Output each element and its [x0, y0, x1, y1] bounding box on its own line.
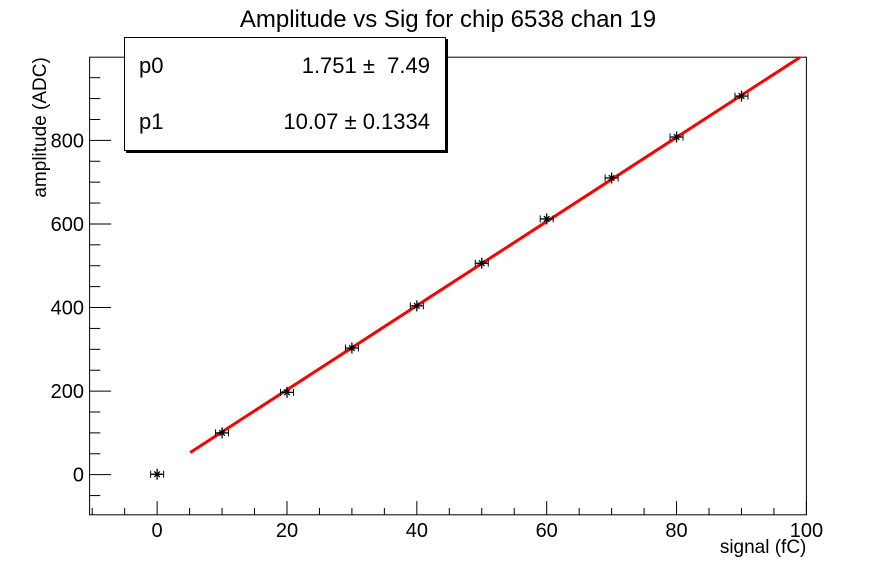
y-tick-label: 400 — [51, 298, 84, 320]
stats-param-name: p0 — [139, 53, 164, 78]
x-tick-label: 0 — [152, 520, 163, 542]
x-tick-label: 20 — [276, 520, 298, 542]
data-point-marker — [673, 133, 680, 141]
y-tick-label: 800 — [51, 130, 84, 152]
stats-row-p1: p1 10.07 ± 0.1334 — [125, 94, 445, 150]
y-tick-label: 200 — [51, 381, 84, 403]
fit-stats-box: p0 1.751 ± 7.49 p1 10.07 ± 0.1334 — [124, 37, 446, 151]
data-point-marker — [738, 92, 745, 100]
stats-param-value: 10.07 ± 0.1334 — [283, 109, 430, 134]
stats-row-p0: p0 1.751 ± 7.49 — [125, 38, 445, 94]
data-point-marker — [478, 259, 486, 267]
data-point-marker — [283, 389, 291, 396]
data-point-marker — [348, 344, 356, 352]
data-point-marker — [153, 471, 161, 478]
y-axis-title: amplitude (ADC) — [30, 57, 51, 197]
x-tick-label: 60 — [536, 520, 558, 542]
y-tick-label: 600 — [51, 214, 84, 236]
data-point-marker — [543, 215, 550, 223]
plot-title: Amplitude vs Sig for chip 6538 chan 19 — [239, 6, 657, 33]
x-axis-title: signal (fC) — [720, 537, 807, 558]
plot-frame — [89, 56, 807, 516]
data-point-marker — [608, 174, 615, 182]
x-tick-label: 80 — [665, 520, 687, 542]
stats-param-value: 1.751 ± 7.49 — [301, 53, 430, 78]
stats-param-name: p1 — [139, 109, 164, 134]
fit-line — [189, 56, 801, 454]
data-point-marker — [218, 429, 226, 437]
data-point-marker — [413, 302, 421, 310]
y-tick-label: 0 — [73, 465, 84, 487]
x-tick-label: 40 — [406, 520, 428, 542]
x-tick-label: 100 — [790, 520, 823, 542]
